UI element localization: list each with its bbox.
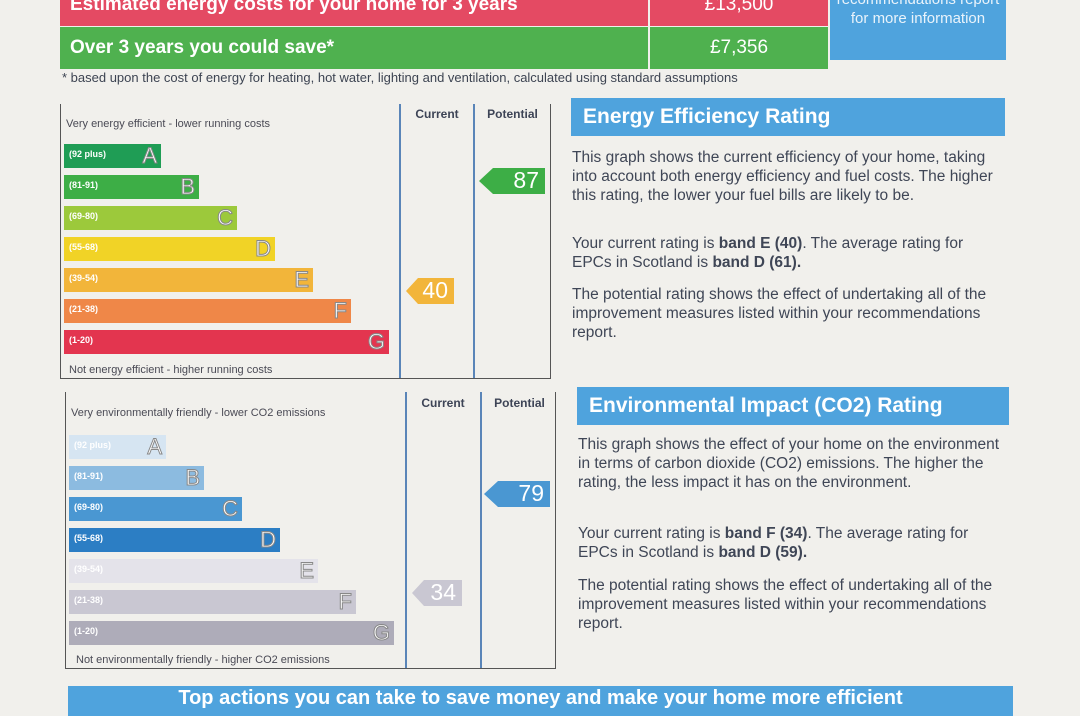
band-letter: D [260,527,277,553]
current-rating-value: 40 [422,277,448,303]
cost-row-3-years: Estimated energy costs for your home for… [60,0,830,26]
recommendations-note: recommendations report for more informat… [830,0,1006,60]
energy-efficiency-description: This graph shows the current efficiency … [572,149,993,204]
band-range-label: (21-38) [69,304,99,314]
energy-efficiency-current: Your current rating is band E (40). The … [572,235,964,271]
potential-rating-value: 79 [518,480,544,506]
band-letter: G [367,329,385,355]
savings-value: £7,356 [650,27,828,69]
band-b-bar: (81-91) B [64,174,199,200]
band-range-label: (1-20) [69,335,94,345]
energy-efficiency-potential: The potential rating shows the effect of… [572,286,987,341]
environmental-impact-description: This graph shows the effect of your home… [578,436,1000,491]
band-b-bar: (81-91) B [69,465,204,491]
potential-column-divider [480,392,482,668]
band-c-bar: (69-80) C [69,496,242,522]
band-range-label: (55-68) [69,242,99,252]
band-letter: B [180,174,196,200]
environmental-impact-potential: The potential rating shows the effect of… [578,577,993,632]
band-range-label: (69-80) [74,502,104,512]
band-range-label: (55-68) [74,533,104,543]
environmental-impact-current: Your current rating is band F (34). The … [578,525,969,561]
band-f-bar: (21-38) F [64,298,351,324]
band-range-label: (81-91) [69,180,99,190]
current-column-divider [405,392,407,668]
band-range-label: (39-54) [69,273,99,283]
band-letter: B [185,465,201,491]
band-letter: F [333,298,347,324]
potential-rating-value: 87 [513,167,539,193]
band-g-bar: (1-20) G [64,329,389,355]
energy-efficiency-chart: Current Potential Very energy efficient … [60,104,551,379]
chart-bottom-label: Not environmentally friendly - higher CO… [76,654,330,666]
current-column-header: Current [421,396,465,410]
savings-row: Over 3 years you could save* £7,356 [60,27,830,69]
current-rating-arrow: 34 [412,579,462,606]
cost-label: Estimated energy costs for your home for… [60,0,648,26]
chart-top-label: Very environmentally friendly - lower CO… [71,407,326,419]
band-letter: F [338,589,352,615]
current-rating-value: 34 [430,579,456,605]
top-actions-banner: Top actions you can take to save money a… [68,686,1013,716]
potential-rating-arrow: 87 [479,167,545,194]
band-range-label: (39-54) [74,564,104,574]
environmental-impact-title: Environmental Impact (CO2) Rating [577,387,1009,425]
band-g-bar: (1-20) G [69,620,394,646]
band-range-label: (92 plus) [74,440,112,450]
band-e-bar: (39-54) E [64,267,313,293]
band-letter: C [222,496,239,522]
band-letter: D [255,236,272,262]
band-f-bar: (21-38) F [69,589,356,615]
band-c-bar: (69-80) C [64,205,237,231]
chart-top-label: Very energy efficient - lower running co… [66,118,271,130]
potential-column-header: Potential [487,107,538,121]
band-letter: C [217,205,234,231]
band-d-bar: (55-68) D [64,236,275,262]
environmental-impact-chart: Current Potential Very environmentally f… [65,392,556,669]
band-range-label: (1-20) [74,626,99,636]
band-letter: E [299,558,315,584]
energy-efficiency-title: Energy Efficiency Rating [571,98,1005,136]
cost-value: £13,500 [650,0,828,26]
band-range-label: (69-80) [69,211,99,221]
band-range-label: (92 plus) [69,149,107,159]
savings-label: Over 3 years you could save* [60,27,648,69]
band-range-label: (81-91) [74,471,104,481]
current-rating-arrow: 40 [406,277,454,304]
band-range-label: (21-38) [74,595,104,605]
current-column-header: Current [415,107,459,121]
band-letter: E [294,267,310,293]
potential-rating-arrow: 79 [484,480,550,507]
chart-bottom-label: Not energy efficient - higher running co… [69,364,273,376]
current-column-divider [399,104,401,378]
band-letter: A [147,434,163,460]
potential-column-header: Potential [494,396,545,410]
potential-column-divider [473,104,475,378]
band-e-bar: (39-54) E [69,558,318,584]
band-d-bar: (55-68) D [69,527,280,553]
band-a-bar: (92 plus) A [64,143,161,169]
footnote: * based upon the cost of energy for heat… [62,70,738,85]
band-a-bar: (92 plus) A [69,434,166,460]
band-letter: G [372,620,390,646]
band-letter: A [142,143,158,169]
